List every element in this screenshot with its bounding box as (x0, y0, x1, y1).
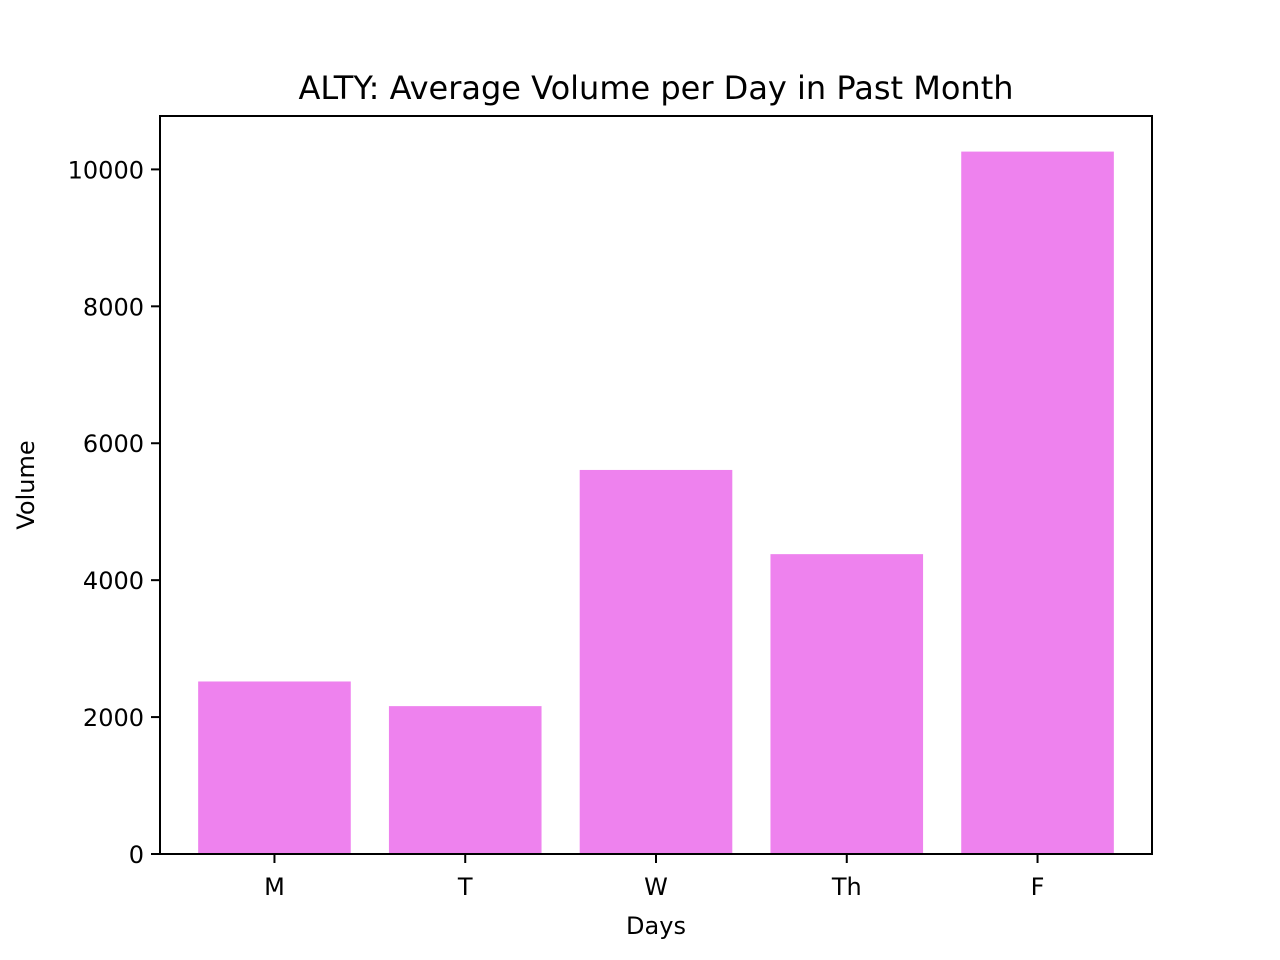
y-axis-ticks: 0 2000 4000 6000 8000 10000 (68, 156, 160, 869)
x-tick-label: W (644, 873, 668, 901)
x-tick-label: T (457, 873, 473, 901)
bars-group (198, 151, 1114, 855)
x-tick-label: F (1031, 873, 1045, 901)
x-tick-label: M (264, 873, 285, 901)
y-tick-label: 0 (129, 841, 144, 869)
bar-th (770, 554, 924, 854)
y-tick-label: 4000 (83, 567, 144, 595)
y-tick-label: 6000 (83, 430, 144, 458)
y-tick-label: 10000 (68, 156, 144, 184)
bar-t (388, 706, 542, 854)
bar-f (961, 151, 1114, 855)
y-tick-label: 2000 (83, 704, 144, 732)
bar-m (198, 681, 351, 854)
x-axis-ticks: M T W Th F (264, 854, 1044, 901)
chart-title: ALTY: Average Volume per Day in Past Mon… (298, 69, 1013, 107)
x-tick-label: Th (831, 873, 862, 901)
y-tick-label: 8000 (83, 293, 144, 321)
y-axis-label: Volume (12, 440, 40, 529)
x-axis-label: Days (626, 912, 686, 940)
bar-w (579, 469, 733, 854)
